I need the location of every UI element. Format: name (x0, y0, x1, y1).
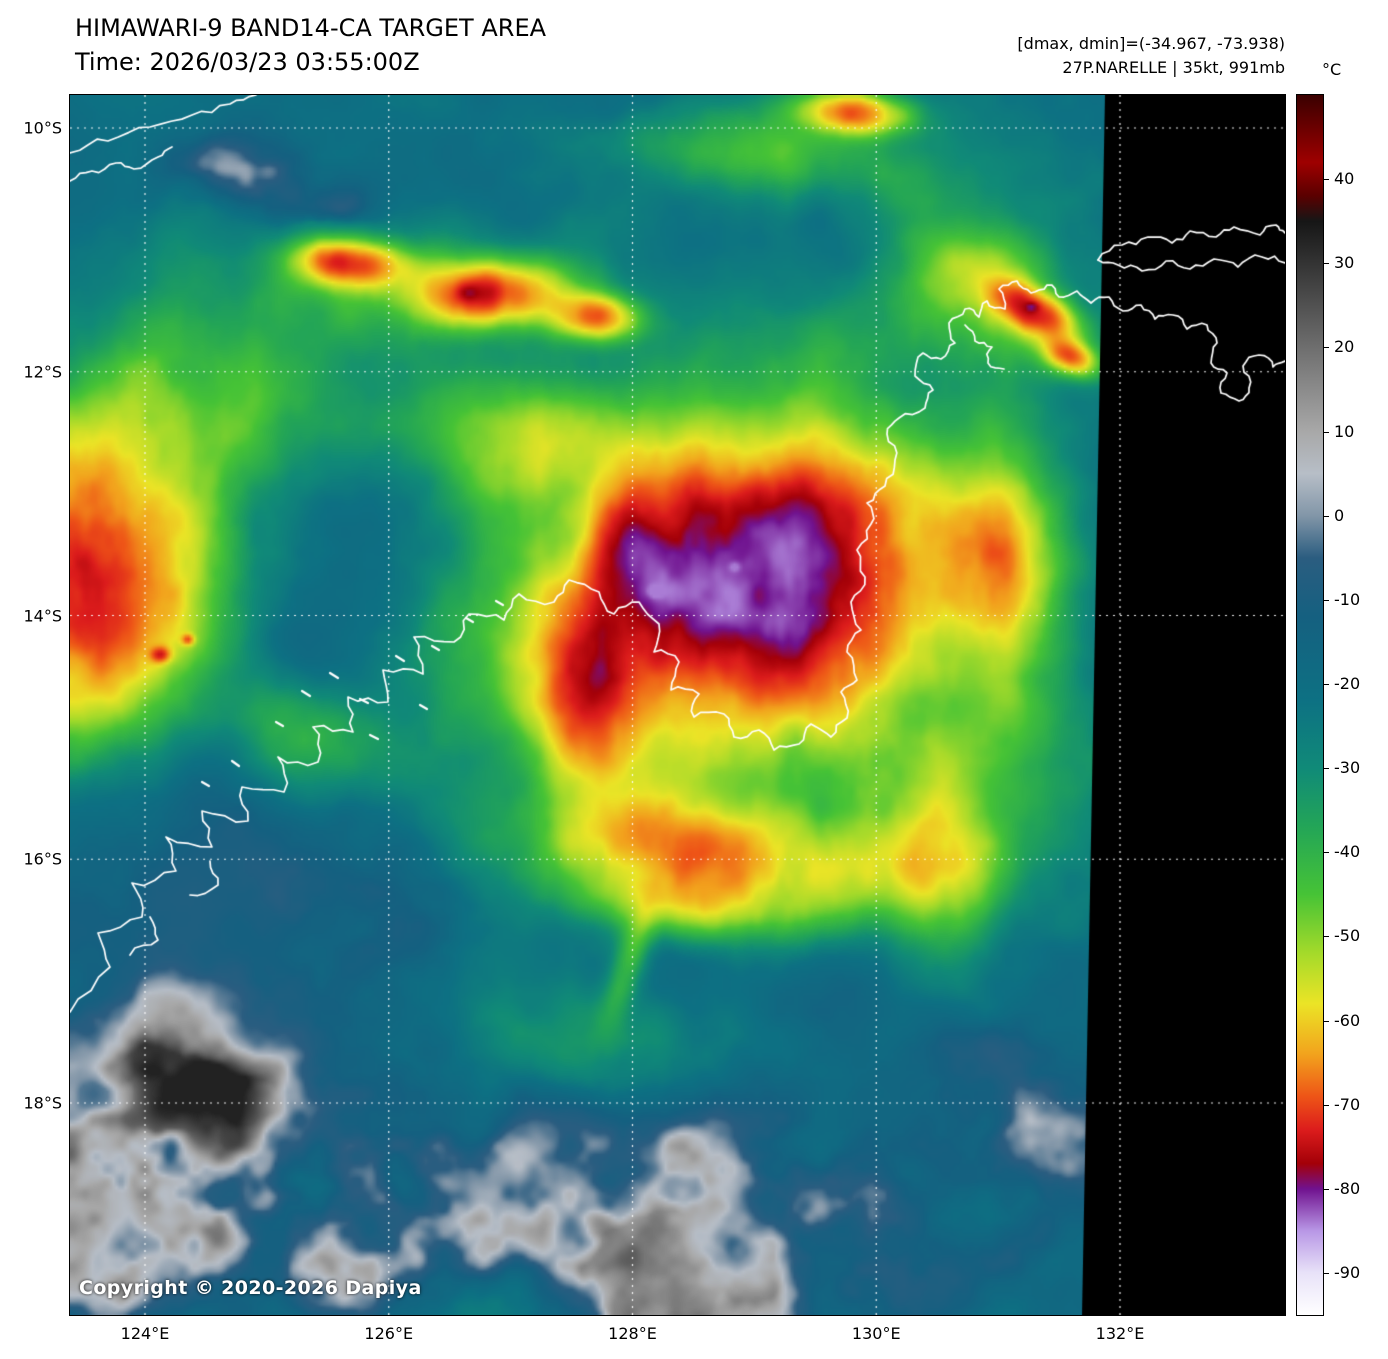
x-tick-label: 128°E (608, 1324, 657, 1343)
y-tick-label: 10°S (23, 118, 62, 138)
colorbar-unit: °C (1322, 60, 1342, 79)
colorbar-tick-label: -30 (1334, 758, 1361, 778)
colorbar-tick-label: -20 (1334, 673, 1361, 693)
colorbar-tick-mark (1324, 599, 1329, 601)
storm-info: 27P.NARELLE | 35kt, 991mb (1062, 58, 1285, 77)
colorbar-tick-label: 0 (1334, 505, 1345, 525)
colorbar-tick-mark (1324, 768, 1329, 770)
header-right: [dmax, dmin]=(-34.967, -73.938) 27P.NARE… (0, 32, 1285, 80)
timestamp: Time: 2026/03/23 03:55:00Z (75, 48, 420, 76)
x-tick-label: 124°E (120, 1324, 170, 1343)
colorbar-tick-label: 30 (1334, 253, 1355, 273)
colorbar-tick-mark (1324, 515, 1329, 517)
colorbar-gradient (1297, 95, 1323, 1315)
colorbar-tick-mark (1324, 1188, 1329, 1190)
colorbar-tick-label: 20 (1334, 337, 1355, 357)
colorbar (1296, 94, 1324, 1316)
y-tick-label: 14°S (23, 606, 62, 625)
page-title: HIMAWARI-9 BAND14-CA TARGET AREA (75, 14, 547, 42)
colorbar-tick-label: 10 (1334, 421, 1355, 441)
colorbar-tick-label: -90 (1334, 1262, 1361, 1282)
colorbar-tick-mark (1324, 263, 1329, 265)
colorbar-tick-label: -80 (1334, 1178, 1361, 1198)
colorbar-tick-mark (1324, 347, 1329, 349)
colorbar-tick-mark (1324, 852, 1329, 854)
colorbar-tick-mark (1324, 1104, 1329, 1106)
colorbar-tick-label: -10 (1334, 589, 1361, 609)
y-tick-label: 12°S (23, 362, 62, 382)
copyright-watermark: Copyright © 2020-2026 Dapiya (79, 1277, 422, 1299)
colorbar-tick-mark (1324, 936, 1329, 938)
x-tick-label: 130°E (851, 1324, 901, 1343)
y-tick-label: 16°S (23, 849, 62, 869)
colorbar-tick-mark (1324, 683, 1329, 685)
dmax-dmin-readout: [dmax, dmin]=(-34.967, -73.938) (1017, 34, 1285, 53)
colorbar-tick-label: -40 (1334, 842, 1361, 862)
colorbar-ticks: 40 30 20 10 0 -10 -20 -30 -40 -50 -60 -70 -80 -90 (1324, 95, 1388, 1315)
x-tick-label: 132°E (1095, 1324, 1145, 1343)
colorbar-tick-mark (1324, 431, 1329, 433)
colorbar-tick-label: 40 (1334, 169, 1355, 189)
colorbar-tick-label: -70 (1334, 1094, 1361, 1114)
colorbar-tick-mark (1324, 179, 1329, 181)
colorbar-tick-mark (1324, 1272, 1329, 1274)
y-tick-label: 18°S (23, 1093, 62, 1113)
colorbar-tick-label: -60 (1334, 1010, 1361, 1030)
colorbar-tick-mark (1324, 1020, 1329, 1022)
x-tick-label: 126°E (364, 1324, 414, 1343)
ir-image-canvas (70, 95, 1285, 1315)
colorbar-tick-label: -50 (1334, 926, 1361, 946)
map-plot-area: Copyright © 2020-2026 Dapiya (69, 94, 1286, 1316)
